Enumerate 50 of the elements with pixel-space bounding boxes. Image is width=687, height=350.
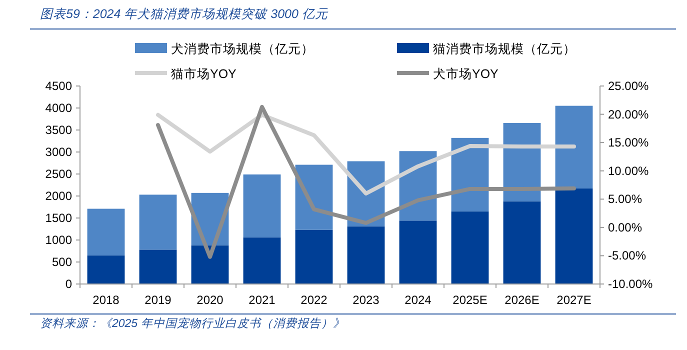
bar	[555, 106, 593, 189]
x-tick-label: 2019	[144, 293, 172, 307]
bar	[503, 201, 541, 284]
bar	[451, 211, 489, 284]
y-tick-label: 2000	[45, 189, 72, 203]
y-tick-label: 1500	[45, 211, 72, 225]
bar	[243, 174, 281, 238]
y2-tick-label: 10.00%	[608, 164, 650, 178]
bar	[191, 245, 229, 284]
y2-tick-label: -10.00%	[608, 277, 654, 291]
x-tick-label: 2018	[92, 293, 120, 307]
bar	[87, 208, 125, 256]
bar	[347, 226, 385, 284]
x-tick-label: 2024	[404, 293, 432, 307]
legend-label: 猫市场YOY	[171, 67, 238, 81]
y-tick-label: 2500	[45, 167, 72, 181]
bar	[555, 188, 593, 284]
y2-tick-label: 25.00%	[608, 79, 650, 93]
y2-tick-label: -5.00%	[608, 248, 646, 263]
x-tick-label: 2027E	[556, 293, 592, 307]
x-tick-label: 2020	[196, 293, 224, 307]
legend-label: 猫消费市场规模（亿元）	[433, 42, 576, 56]
chart-title: 图表59：2024 年犬猫消费市场规模突破 3000 亿元	[40, 7, 329, 21]
text: 资料来源：《2025 年中国宠物行业白皮书（消费报告）》	[40, 317, 345, 330]
bar	[139, 250, 177, 284]
y-tick-label: 3000	[45, 145, 72, 159]
line-series	[156, 112, 576, 196]
y-tick-label: 500	[52, 255, 72, 269]
bar	[243, 237, 281, 284]
y2-tick-label: 0.00%	[608, 220, 642, 234]
bar	[399, 220, 437, 284]
y2-tick-label: 15.00%	[608, 136, 650, 150]
bar	[295, 230, 333, 284]
x-tick-label: 2026E	[504, 293, 540, 307]
line-series	[156, 104, 576, 259]
y-tick-label: 0	[65, 277, 72, 291]
y-tick-label: 4500	[45, 79, 72, 93]
x-tick-label: 2023	[352, 293, 380, 307]
y2-tick-label: 20.00%	[608, 107, 650, 122]
legend-label: 犬市场YOY	[433, 67, 500, 81]
bar	[139, 194, 177, 250]
y-tick-label: 1000	[45, 233, 72, 247]
x-tick-label: 2021	[248, 293, 276, 307]
bar	[87, 255, 125, 284]
x-tick-label: 2022	[300, 293, 328, 307]
y-tick-label: 3500	[45, 123, 72, 137]
y2-tick-label: 5.00%	[608, 192, 642, 206]
x-tick-label: 2025E	[452, 293, 488, 307]
legend-label: 犬消费市场规模（亿元）	[171, 42, 314, 56]
y-tick-label: 4000	[45, 101, 72, 115]
